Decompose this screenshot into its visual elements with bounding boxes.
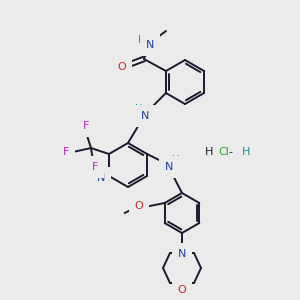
Text: N: N	[165, 162, 173, 172]
Text: N: N	[146, 40, 154, 50]
Text: F: F	[83, 121, 89, 131]
Text: H: H	[205, 147, 213, 157]
Text: H: H	[242, 147, 250, 157]
Text: N: N	[141, 111, 149, 121]
Text: O: O	[118, 62, 126, 72]
Text: H: H	[135, 104, 142, 114]
Text: N: N	[178, 249, 186, 259]
Text: O: O	[134, 201, 143, 211]
Text: O: O	[178, 285, 186, 295]
Text: H: H	[172, 155, 180, 165]
Text: N: N	[97, 173, 105, 183]
Text: F: F	[63, 147, 69, 157]
Text: -: -	[228, 147, 232, 157]
Text: F: F	[92, 162, 98, 172]
Text: Cl: Cl	[218, 147, 229, 157]
Text: H: H	[138, 35, 146, 45]
